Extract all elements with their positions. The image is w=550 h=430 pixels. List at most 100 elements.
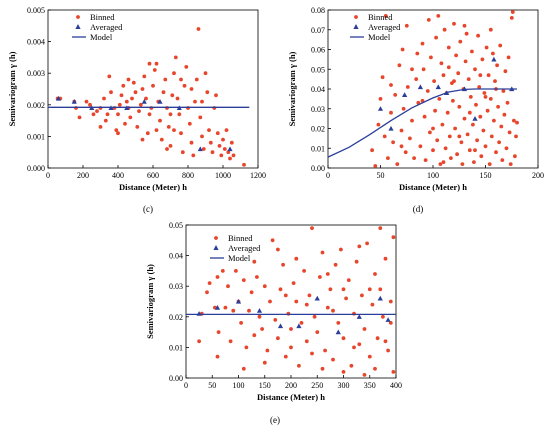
chart-panel-d: 0 50 100 150 200 0.00 0.01 0.02 0.03 0.04 0.05 0.06… xyxy=(287,6,544,192)
binned-point xyxy=(168,112,173,117)
binned-point xyxy=(473,148,477,153)
binned-point xyxy=(228,156,232,161)
binned-point xyxy=(494,150,498,155)
binned-point xyxy=(103,118,108,123)
binned-point xyxy=(231,308,236,313)
binned-point xyxy=(247,308,251,313)
binned-point xyxy=(510,10,515,14)
binned-point xyxy=(310,226,314,231)
binned-point xyxy=(121,83,126,88)
binned-point xyxy=(487,162,492,167)
binned-point xyxy=(483,144,488,149)
binned-point xyxy=(504,146,509,151)
binned-point xyxy=(499,124,504,129)
binned-point xyxy=(102,96,106,101)
x-tick-label: 250 xyxy=(311,381,323,390)
binned-point xyxy=(189,87,194,91)
binned-point xyxy=(307,293,312,298)
binned-point xyxy=(383,14,388,18)
binned-point xyxy=(352,345,356,350)
binned-point xyxy=(191,153,196,158)
x-tick-label: 100 xyxy=(233,381,245,390)
binned-point xyxy=(388,321,393,325)
binned-point xyxy=(480,57,485,62)
binned-point xyxy=(457,134,462,139)
binned-point xyxy=(328,287,333,292)
binned-point xyxy=(391,370,396,374)
binned-point xyxy=(315,330,320,334)
binned-point xyxy=(484,45,489,50)
x-tick-label: 50 xyxy=(208,381,216,390)
binned-point xyxy=(349,363,354,368)
y-tick-label: 0.03 xyxy=(169,282,183,291)
binned-point xyxy=(436,14,441,18)
binned-point xyxy=(488,27,493,32)
legend-averaged-marker xyxy=(213,245,219,250)
binned-point xyxy=(215,275,220,279)
binned-point xyxy=(479,154,484,159)
binned-point xyxy=(346,278,351,282)
binned-point xyxy=(304,302,309,307)
x-tick-label: 200 xyxy=(77,171,89,180)
binned-point xyxy=(173,55,178,60)
binned-point xyxy=(262,284,267,289)
binned-point xyxy=(389,110,393,115)
binned-point xyxy=(137,109,141,113)
binned-point xyxy=(170,93,175,98)
binned-point xyxy=(249,290,254,295)
y-tick-label: 0.05 xyxy=(169,221,183,230)
binned-point xyxy=(135,125,140,129)
legend-model-label: Model xyxy=(228,253,251,263)
binned-point xyxy=(463,59,468,64)
binned-point xyxy=(214,93,218,98)
binned-point xyxy=(320,250,325,255)
binned-point xyxy=(241,366,246,371)
binned-point xyxy=(415,51,420,56)
averaged-point xyxy=(491,56,497,62)
binned-point xyxy=(257,314,262,319)
y-tick-label: 0.05 xyxy=(311,65,325,74)
binned-point xyxy=(367,354,372,359)
binned-point xyxy=(466,77,471,81)
caption-e: (e) xyxy=(270,415,280,425)
binned-point xyxy=(400,47,405,52)
binned-point xyxy=(373,272,377,276)
binned-point xyxy=(495,63,499,68)
binned-point xyxy=(241,278,246,282)
y-tick-label: 0.06 xyxy=(311,46,325,55)
legend-binned-marker xyxy=(354,15,358,19)
legend-averaged-label: Averaged xyxy=(90,22,123,32)
binned-point xyxy=(399,144,404,149)
binned-point xyxy=(291,281,296,285)
y-tick-label: 0.00 xyxy=(311,164,325,173)
x-tick-label: 150 xyxy=(480,171,492,180)
binned-point xyxy=(473,67,477,72)
binned-point xyxy=(441,160,446,165)
binned-point xyxy=(123,121,127,126)
binned-point xyxy=(223,305,228,310)
binned-point xyxy=(124,99,129,104)
binned-point xyxy=(486,73,491,78)
legend-binned-label: Binned xyxy=(228,233,253,243)
y-tick-label: 0.08 xyxy=(311,6,325,15)
binned-point xyxy=(193,99,197,104)
binned-point xyxy=(116,112,120,117)
binned-point xyxy=(472,160,476,165)
legend-averaged-marker xyxy=(75,24,81,29)
averaged-point xyxy=(157,99,163,104)
binned-point xyxy=(140,87,145,91)
binned-point xyxy=(107,74,112,79)
y-tick-label: 0.04 xyxy=(169,252,183,261)
binned-point xyxy=(446,45,451,50)
binned-point xyxy=(234,269,238,273)
binned-point xyxy=(378,226,383,231)
binned-point xyxy=(493,79,497,83)
plot-frame xyxy=(47,9,259,169)
binned-point xyxy=(299,321,304,325)
binned-point xyxy=(386,156,390,161)
binned-point xyxy=(383,339,388,344)
binned-point xyxy=(252,259,257,264)
binned-point xyxy=(357,244,362,249)
y-axis-label: Semivariogram γ (h) xyxy=(7,51,17,126)
